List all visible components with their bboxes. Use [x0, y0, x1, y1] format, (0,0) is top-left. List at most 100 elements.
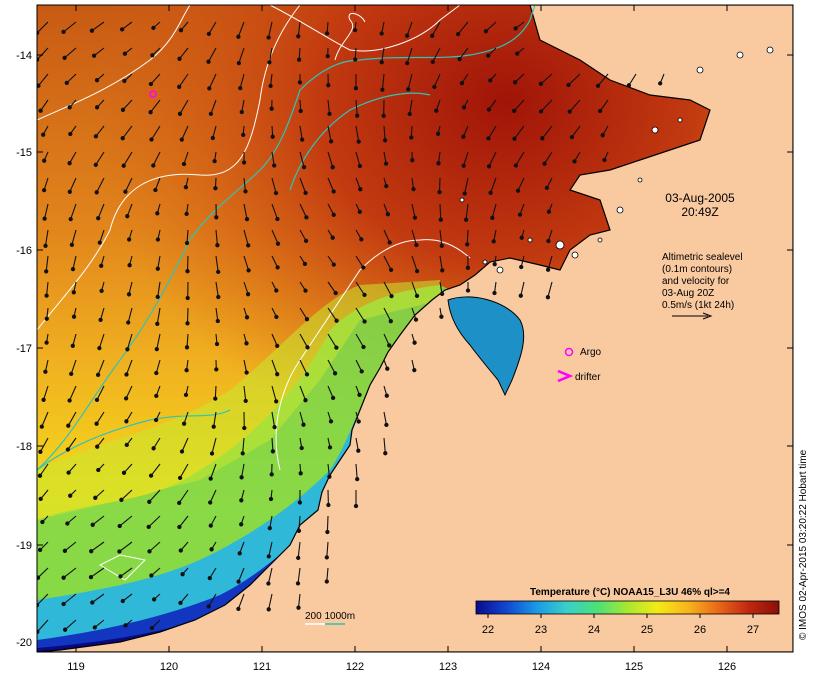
velocity-arrow-head [297, 500, 303, 505]
velocity-arrow-head [95, 444, 100, 449]
velocity-arrow-head [210, 135, 215, 141]
velocity-arrow-head [515, 51, 520, 56]
velocity-arrow [96, 385, 105, 401]
velocity-arrow-head [38, 108, 43, 113]
velocity-arrow-head [546, 209, 552, 214]
velocity-arrow [381, 47, 385, 63]
velocity-arrow-head [303, 398, 308, 403]
velocity-arrow-head [334, 345, 339, 350]
velocity-arrow-head [70, 266, 76, 272]
velocity-arrow-head [244, 370, 249, 375]
velocity-arrow [155, 359, 161, 374]
velocity-arrow-head [357, 209, 362, 214]
velocity-arrow-head [126, 237, 132, 242]
velocity-arrow-head [295, 581, 301, 586]
velocity-arrow-head [512, 108, 517, 113]
velocity-arrow-head [405, 60, 410, 66]
velocity-arrow-head [185, 321, 190, 326]
velocity-arrow-head [299, 445, 304, 451]
velocity-arrow-head [352, 27, 358, 33]
velocity-arrow [149, 541, 161, 552]
velocity-arrow [327, 281, 337, 294]
velocity-arrow-head [414, 242, 419, 248]
velocity-arrow-head [388, 319, 393, 324]
velocity-arrow-head [148, 81, 154, 87]
velocity-arrow [355, 281, 365, 296]
velocity-arrow [43, 385, 49, 400]
velocity-arrow [243, 385, 247, 401]
velocity-arrow-head [569, 134, 575, 140]
velocity-arrow-head [69, 371, 74, 377]
velocity-arrow-head [297, 80, 303, 85]
velocity-arrow-head [658, 81, 663, 86]
velocity-arrow-head [236, 579, 241, 584]
velocity-arrow-head [488, 190, 493, 195]
velocity-arrow [326, 515, 329, 533]
velocity-arrow-head [67, 398, 72, 403]
velocity-arrow [98, 333, 105, 349]
velocity-arrow-head [120, 598, 125, 604]
velocity-arrow [383, 307, 392, 322]
velocity-arrow [268, 21, 273, 38]
velocity-arrow-head [461, 134, 466, 139]
velocity-arrow-head [385, 366, 390, 371]
velocity-arrow-head [117, 523, 122, 529]
velocity-arrow [70, 203, 77, 220]
velocity-arrow-head [356, 139, 361, 144]
velocity-arrow-head [361, 265, 366, 270]
velocity-arrow-head [68, 131, 73, 137]
velocity-arrow [208, 73, 217, 89]
velocity-arrow-head [491, 239, 496, 244]
velocity-arrow [215, 229, 218, 246]
altimetry-line: Altimetric sealevel [662, 252, 743, 263]
velocity-arrow [39, 463, 49, 477]
velocity-arrow [355, 125, 360, 142]
velocity-arrow [327, 385, 334, 399]
velocity-arrow-head [67, 189, 72, 194]
drifter-marker-icon [557, 369, 574, 383]
velocity-arrow [67, 411, 77, 426]
velocity-arrow [540, 99, 553, 112]
velocity-arrow [213, 411, 217, 427]
velocity-arrow [92, 515, 105, 526]
velocity-arrow-head [149, 137, 154, 142]
velocity-arrow [432, 47, 441, 63]
velocity-arrow [327, 333, 337, 348]
velocity-arrow [271, 203, 278, 220]
lime-band [37, 280, 440, 520]
velocity-arrow [459, 47, 469, 60]
velocity-arrow-head [296, 57, 302, 62]
velocity-arrow-head [208, 500, 213, 505]
velocity-arrow-head [177, 56, 182, 61]
velocity-arrow [63, 593, 77, 605]
altimetry-line: and velocity for [662, 276, 730, 287]
velocity-arrow-head [492, 290, 497, 296]
velocity-arrow [513, 99, 525, 112]
velocity-arrow-head [120, 136, 125, 141]
velocity-arrow [123, 151, 133, 166]
velocity-arrow-head [239, 109, 244, 115]
depth-label: 200 1000m [305, 611, 355, 622]
velocity-arrow-head [97, 345, 102, 351]
velocity-arrow-head [244, 216, 250, 222]
velocity-arrow-head [237, 551, 242, 556]
velocity-arrow-head [90, 522, 95, 527]
depth-legend: 200 1000m [305, 611, 355, 625]
velocity-arrow [156, 307, 161, 324]
velocity-arrow-head [214, 341, 220, 347]
velocity-arrow-head [216, 269, 221, 275]
velocity-arrow [569, 99, 581, 112]
velocity-arrow-head [274, 399, 279, 404]
velocity-arrow [91, 21, 105, 32]
lat-axis: -14 -15 -16 -17 -18 -19 -20 [16, 50, 793, 649]
velocity-arrow-head [155, 266, 160, 271]
velocity-arrow-head [178, 600, 183, 606]
velocity-arrow-head [42, 216, 47, 221]
velocity-arrow-head [43, 369, 48, 374]
colorbar-tick: 24 [588, 624, 600, 636]
velocity-arrow-head [68, 216, 73, 222]
velocity-arrow-head [146, 524, 151, 530]
velocity-arrow-head [207, 86, 212, 91]
velocity-arrow-head [155, 294, 160, 300]
velocity-arrow [271, 151, 275, 166]
